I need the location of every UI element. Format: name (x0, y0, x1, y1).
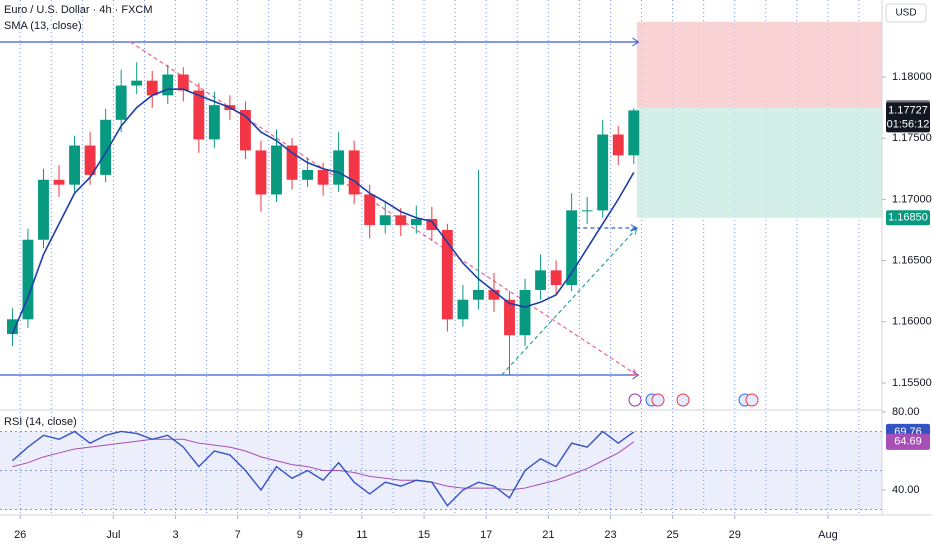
chart-title: Euro / U.S. Dollar · 4h · FXCM (4, 4, 153, 16)
line-arrow (629, 368, 638, 376)
candle-body (472, 289, 484, 300)
x-tick-label: Aug (818, 529, 838, 541)
event-icon[interactable] (651, 393, 665, 407)
line-arrow (632, 370, 640, 380)
candle-body (6, 319, 18, 334)
candle-body (348, 150, 360, 195)
candle-body (597, 134, 609, 211)
x-tick-label: 21 (542, 529, 554, 541)
candle-body (38, 179, 49, 240)
candle-body (504, 299, 515, 336)
candle-body (239, 110, 251, 151)
candle-body (488, 289, 500, 300)
candle-body (53, 179, 65, 185)
y-tick-label: 1.17000 (892, 193, 932, 205)
candle-body (612, 134, 624, 156)
x-tick-label: Jul (106, 529, 120, 541)
x-tick-label: 17 (480, 529, 492, 541)
x-tick-label: 15 (418, 529, 430, 541)
last-price-label: 1.17727 (888, 104, 928, 116)
candle-body (115, 85, 127, 120)
y-tick-label: 40.00 (892, 484, 920, 496)
candle-body (379, 215, 391, 226)
candle-body (535, 270, 547, 290)
target-badge (886, 210, 930, 226)
candle-body (566, 210, 578, 286)
x-tick-label: 11 (356, 529, 367, 541)
candle-body (426, 218, 438, 230)
candle-body (255, 150, 267, 195)
candle-body (177, 74, 189, 91)
candle-body (364, 194, 376, 226)
candle-body (271, 145, 282, 195)
y-tick-label: 1.18000 (892, 71, 932, 83)
stop-zone (636, 21, 882, 108)
candle-body (162, 74, 174, 96)
sma-line (11, 88, 635, 335)
target-zone (636, 107, 882, 218)
plot-layer (0, 0, 882, 515)
x-tick-label: 29 (729, 529, 741, 541)
indicator-label: SMA (13, close) (4, 20, 82, 32)
rsi-ma-line (12, 438, 635, 491)
candle-body (84, 145, 96, 175)
candle-body (286, 145, 298, 180)
candle-body (628, 110, 640, 156)
candle-body (131, 80, 143, 86)
candle-body (302, 169, 314, 180)
candle-body (395, 215, 407, 226)
candle-body (333, 150, 345, 185)
event-icon[interactable] (745, 393, 759, 407)
x-tick-label: 26 (14, 529, 26, 541)
rsi-ma-last-badge (886, 433, 930, 450)
candle-body (208, 105, 220, 140)
x-tick-label: 23 (604, 529, 616, 541)
currency-button[interactable] (885, 3, 927, 23)
trendline (130, 41, 638, 376)
line-arrow (632, 37, 640, 47)
line-arrow (630, 224, 638, 232)
event-icons (628, 393, 759, 407)
x-tick-label: 3 (172, 529, 178, 541)
trendline (501, 227, 638, 376)
y-tick-label: 1.16500 (892, 254, 932, 266)
candle-body (193, 90, 205, 140)
rsi-line (11, 430, 635, 507)
candle-body (550, 270, 562, 286)
currency-label: USD (895, 8, 916, 19)
candle-body (317, 169, 329, 185)
x-tick-label: 25 (666, 529, 678, 541)
y-tick-label: 80.00 (892, 406, 920, 418)
candle-body (22, 239, 34, 320)
x-tick-label: 9 (297, 529, 303, 541)
candle-body (100, 119, 112, 175)
candle-body (519, 289, 531, 336)
candle-body (410, 218, 422, 226)
event-icon[interactable] (628, 393, 642, 407)
rsi-label: RSI (14, close) (4, 416, 77, 428)
x-tick-label: 7 (235, 529, 241, 541)
candle-body (441, 229, 453, 320)
candle-body (69, 145, 80, 185)
y-tick-label: 1.16000 (892, 316, 932, 328)
candle-body (457, 299, 469, 320)
y-tick-label: 1.17500 (892, 132, 932, 144)
last-price-badge (886, 102, 930, 133)
countdown-label: 01:56:12 (887, 118, 930, 130)
candle-body (581, 210, 593, 212)
y-tick-label: 1.15500 (892, 377, 932, 389)
target-label: 1.16850 (888, 212, 928, 224)
candle-body (146, 80, 158, 96)
event-icon[interactable] (676, 393, 690, 407)
rsi-ma-last-label: 64.69 (894, 436, 922, 448)
